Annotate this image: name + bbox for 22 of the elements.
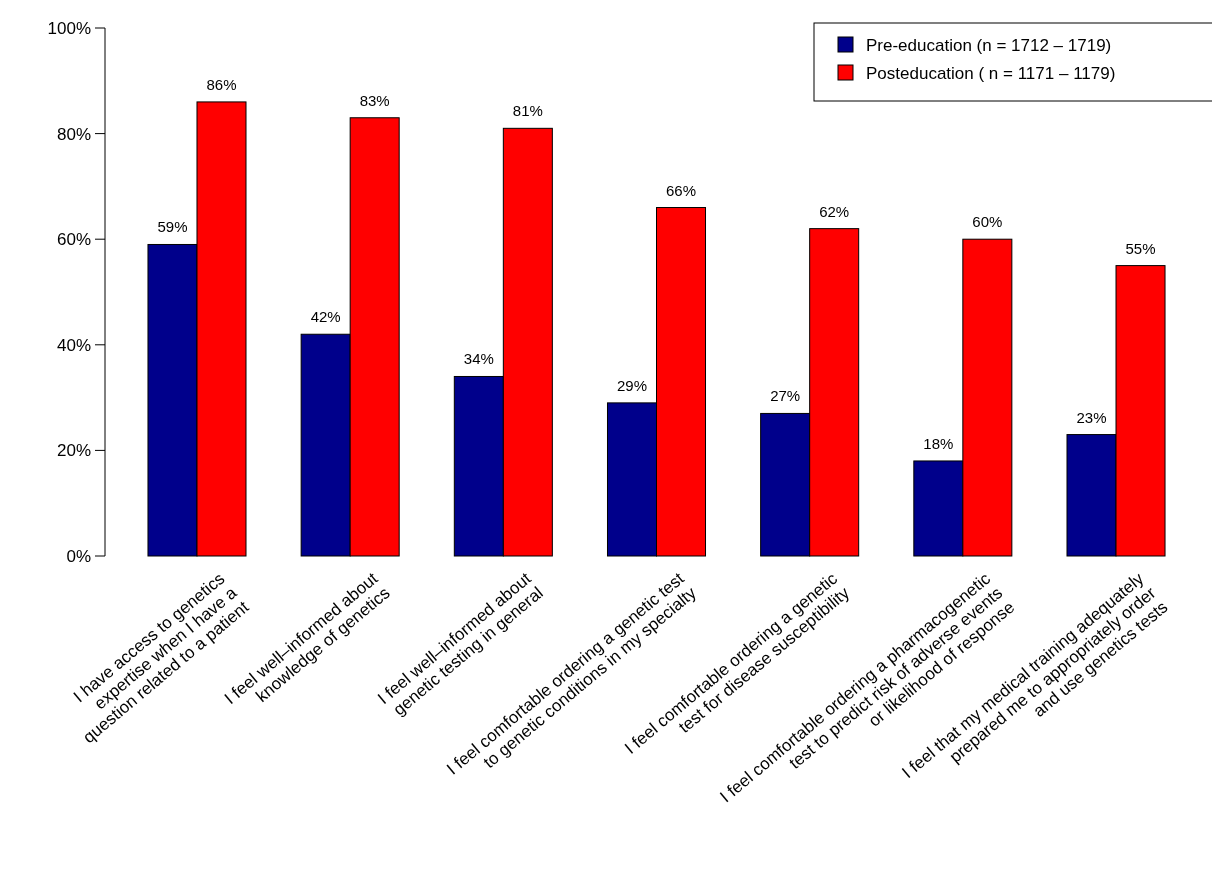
data-label: 29% (616, 376, 648, 394)
data-label: 42% (310, 308, 341, 326)
data-label: 83% (359, 91, 390, 109)
data-label: 55% (1125, 239, 1156, 257)
legend-label: Posteducation ( n = 1171 – 1179) (866, 63, 1116, 83)
data-label: 66% (665, 181, 697, 199)
data-label: 18% (923, 434, 954, 452)
y-tick-label: 40% (56, 335, 91, 355)
data-label: 81% (512, 102, 543, 120)
data-label: 34% (463, 350, 494, 368)
y-tick-label: 80% (56, 124, 91, 144)
y-tick-label: 20% (56, 441, 91, 461)
data-label: 27% (770, 387, 801, 405)
y-tick-label: 100% (47, 18, 91, 38)
data-label: 60% (972, 213, 1003, 231)
data-label: 23% (1076, 408, 1107, 426)
data-label: 62% (819, 202, 850, 220)
y-tick-label: 60% (56, 230, 91, 250)
data-label: 86% (206, 75, 237, 93)
legend-label: Pre-education (n = 1712 – 1719) (866, 35, 1112, 55)
y-tick-label: 0% (66, 546, 91, 566)
data-label: 59% (157, 218, 188, 236)
